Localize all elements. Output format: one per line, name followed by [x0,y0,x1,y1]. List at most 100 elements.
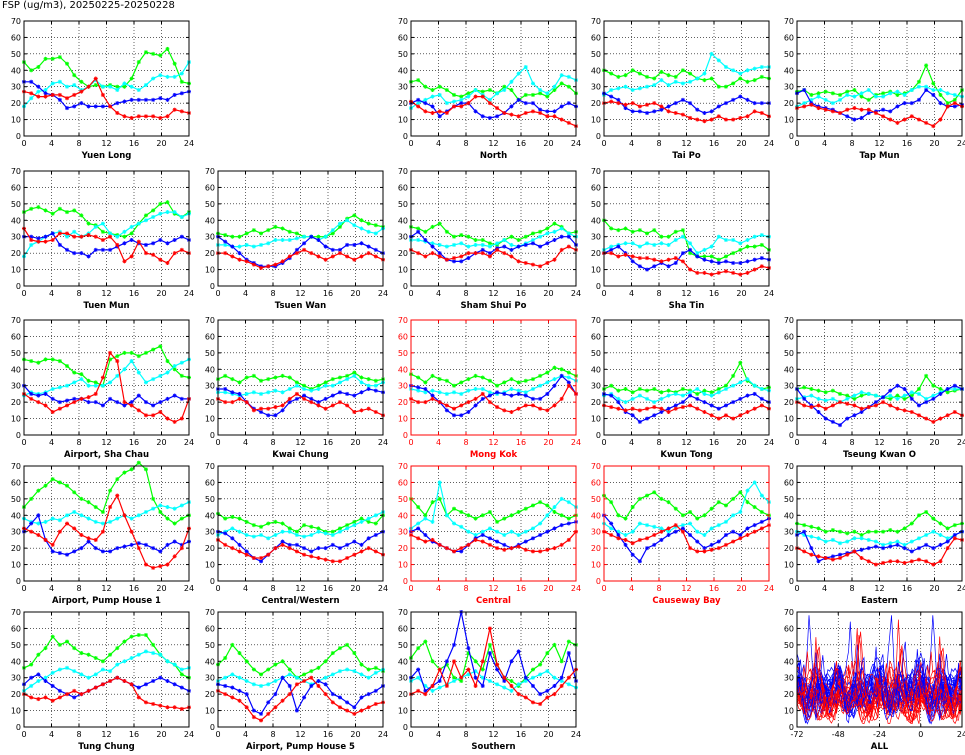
data-point [251,534,256,539]
data-point [237,257,242,262]
data-point [65,234,70,239]
data-point [273,546,278,551]
data-point [902,542,907,547]
data-point [165,200,170,205]
data-point [866,88,871,92]
data-point [466,388,471,393]
x-tick-label: 20 [929,584,939,593]
data-point [136,354,141,359]
data-point [530,549,535,554]
y-tick-label: 10 [591,116,601,125]
data-point [430,688,435,693]
panel-title: Central/Western [261,596,339,606]
data-point [122,99,127,104]
data-point [530,241,535,246]
data-point [115,88,120,92]
data-point [530,396,535,401]
data-point [179,109,184,114]
data-point [637,264,642,269]
data-point [151,679,156,683]
data-point [129,350,134,355]
data-point [323,396,328,401]
data-point [237,542,242,547]
data-point [738,490,743,495]
data-point [637,104,642,109]
series-line [796,530,963,563]
data-point [179,667,184,672]
data-point [909,549,914,554]
panel-title: Kwai Chung [272,450,329,460]
data-point [759,510,764,514]
data-point [50,81,55,86]
data-point [108,84,113,89]
data-point [723,269,728,274]
data-point [36,89,41,94]
data-point [423,254,428,259]
data-point [72,83,77,88]
data-point [552,675,557,680]
data-point [266,682,271,687]
data-point [673,79,678,84]
data-point [230,254,235,259]
data-point [151,252,156,257]
data-point [323,383,328,388]
data-point [108,488,113,493]
data-point [179,396,184,401]
y-tick-label: 10 [591,266,601,275]
x-tick-label: 4 [822,438,827,447]
data-point [673,261,678,265]
data-point [538,111,543,115]
series-line [603,393,770,423]
data-point [480,539,485,544]
data-point [72,234,77,239]
data-point [179,360,184,365]
data-point [172,364,177,368]
data-point [452,104,457,109]
data-point [466,244,471,249]
data-point [473,94,478,99]
data-point [86,652,91,657]
data-point [172,662,177,667]
data-point [330,542,335,547]
data-point [731,270,736,275]
data-point [437,109,442,114]
series-line [410,375,577,395]
data-point [902,101,907,106]
data-point [136,408,141,413]
data-point [72,400,77,405]
data-point [731,238,736,242]
x-tick-label: 24 [184,730,194,739]
data-point [509,513,514,518]
data-point [86,688,91,693]
data-point [444,403,449,408]
data-point [108,104,113,109]
data-point [852,549,857,554]
data-point [552,383,557,388]
data-point [823,529,828,534]
data-point [816,554,821,559]
data-point [566,74,571,79]
data-point [495,106,500,111]
data-point [136,114,141,119]
data-point [65,521,70,526]
data-point [888,528,893,533]
y-tick-label: 30 [591,83,601,92]
data-point [430,519,435,524]
data-point [709,542,714,547]
data-point [373,410,378,414]
data-point [352,651,357,656]
data-point [122,241,127,246]
data-point [945,539,950,544]
data-point [659,241,664,246]
x-tick-label: 16 [129,139,139,148]
data-point [122,513,127,518]
data-point [673,111,678,115]
data-point [93,104,98,109]
data-point [273,413,278,418]
data-point [309,388,314,393]
data-point [680,81,685,86]
y-tick-label: 40 [784,66,794,75]
x-tick-label: 24 [571,730,581,739]
data-point [416,521,421,526]
